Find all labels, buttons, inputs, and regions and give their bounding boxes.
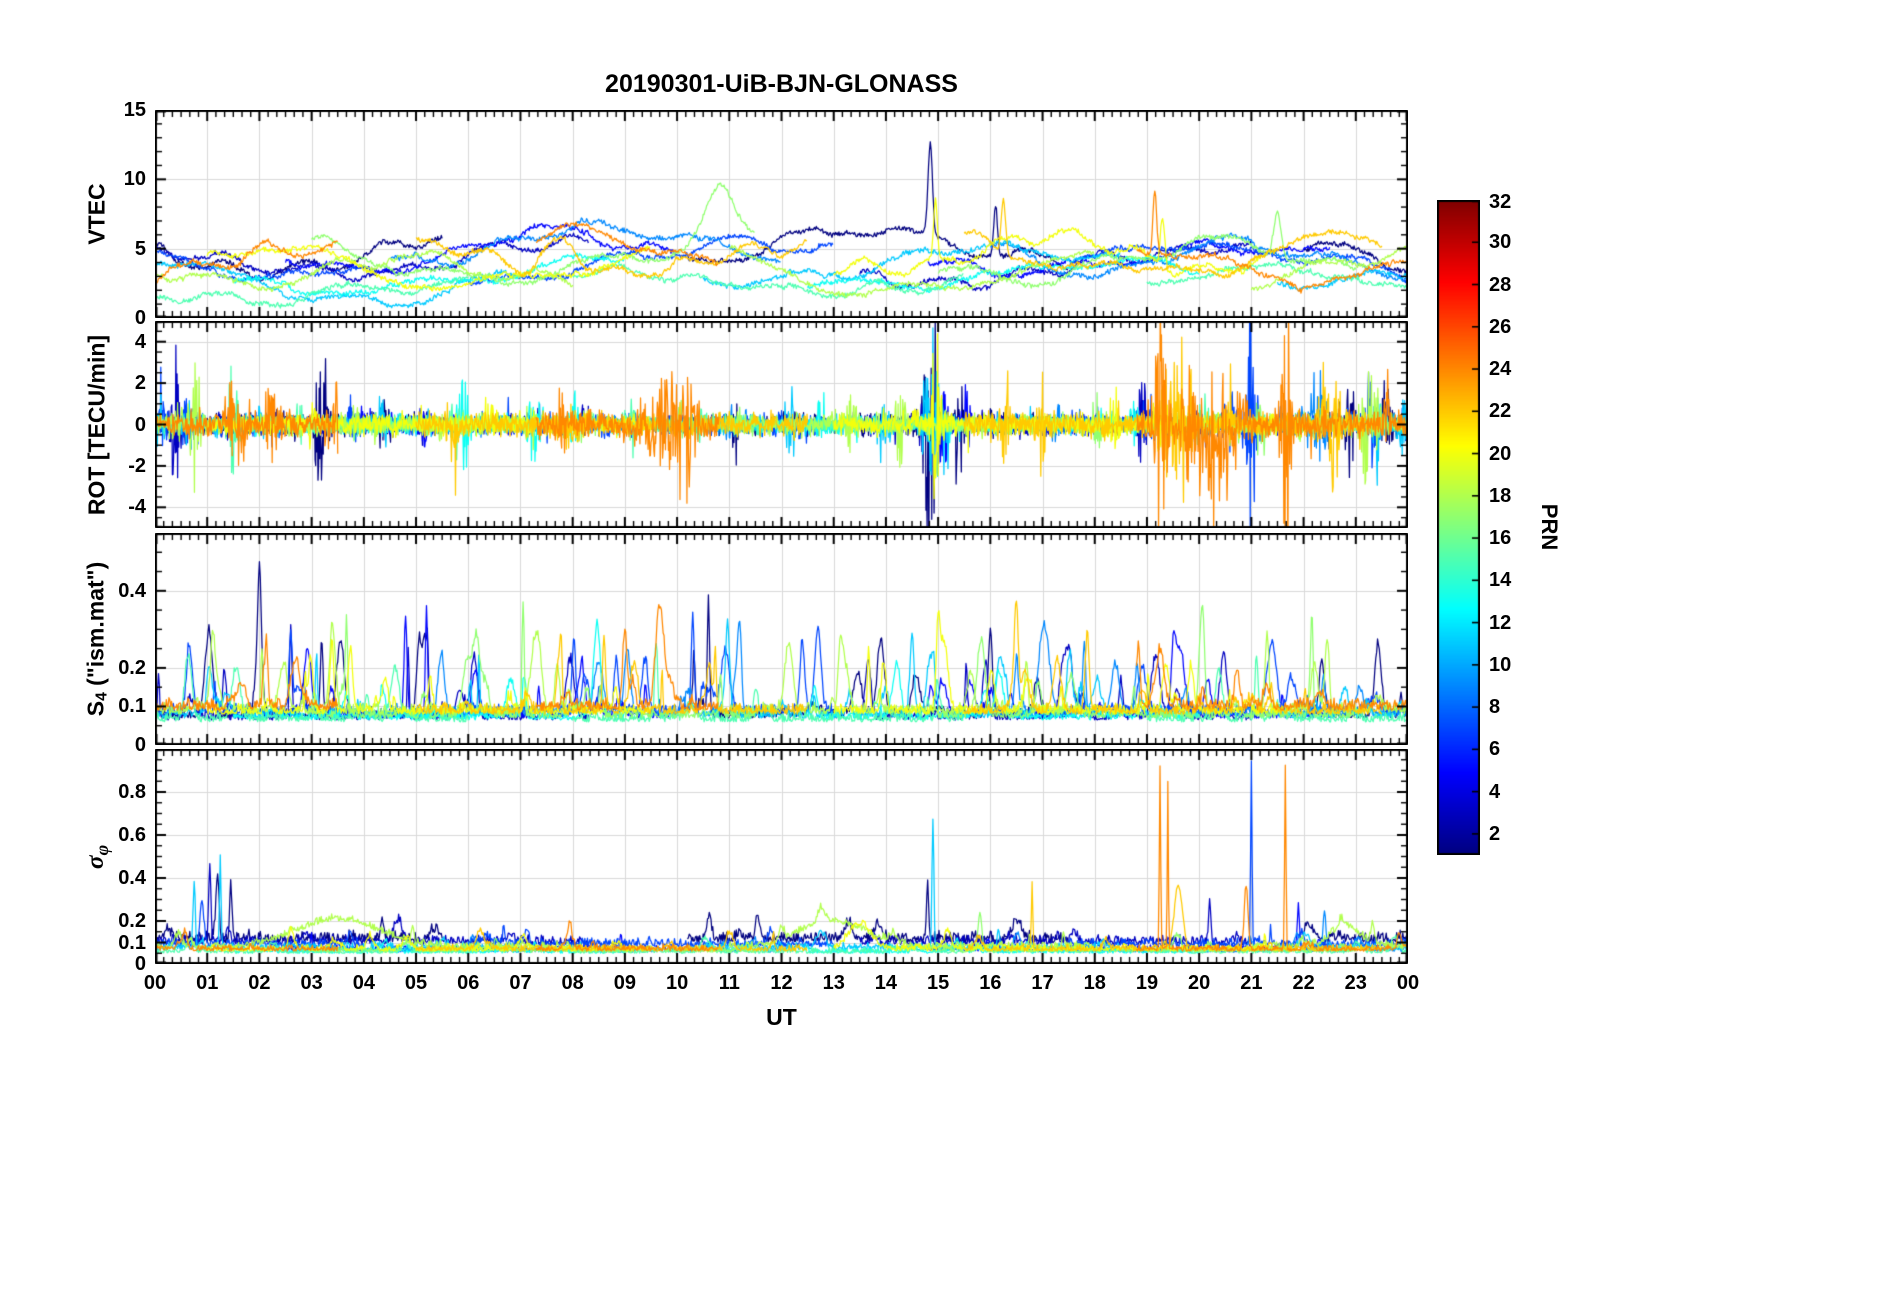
y-tick-label-vtec: 0	[134, 307, 146, 329]
y-tick-label-rot: -4	[128, 496, 146, 519]
colorbar-tick-label: 20	[1489, 442, 1512, 465]
x-tick-label: 06	[457, 972, 480, 994]
colorbar-tick-label: 22	[1489, 400, 1512, 423]
x-tick-label: 18	[1083, 972, 1106, 994]
x-tick-label: 20	[1188, 972, 1211, 994]
x-tick-label: 00	[143, 972, 167, 994]
x-tick-label: 11	[718, 972, 740, 994]
colorbar-tick-label: 14	[1489, 569, 1512, 592]
y-axis-label-segment: S	[82, 700, 109, 717]
y-axis-label-segment: ("ism.mat")	[82, 561, 109, 693]
y-tick-label-rot: -2	[128, 454, 146, 477]
y-axis-label-segment: ROT [TECU/min]	[83, 334, 110, 515]
colorbar-tick-label: 6	[1489, 738, 1501, 761]
y-tick-label-sigma: 0.4	[118, 867, 146, 889]
panel-rot-canvas	[155, 321, 1408, 528]
x-tick-label: 14	[874, 972, 898, 994]
x-tick-label: 15	[927, 972, 950, 994]
y-tick-label-vtec: 10	[123, 168, 146, 191]
y-tick-label-vtec: 15	[123, 99, 146, 121]
y-axis-label-sigma: σφ	[81, 844, 113, 868]
y-tick-label-s4: 0	[134, 734, 146, 756]
x-tick-label: 00	[1396, 972, 1420, 994]
x-tick-label: 04	[352, 972, 375, 994]
chart-title: 20190301-UiB-BJN-GLONASS	[605, 70, 958, 98]
y-tick-label-sigma: 0.2	[118, 910, 146, 932]
y-axis-label-segment: φ	[91, 844, 112, 855]
y-tick-label-sigma: 0.1	[118, 931, 146, 954]
y-tick-label-rot: 2	[134, 372, 146, 395]
x-tick-label: 21	[1240, 972, 1263, 994]
x-tick-label: 23	[1344, 972, 1367, 994]
y-tick-label-sigma: 0.6	[118, 824, 146, 846]
x-tick-label: 10	[665, 972, 689, 994]
colorbar-tick-label: 28	[1489, 273, 1512, 296]
x-tick-label: 16	[979, 972, 1002, 994]
y-axis-label-rot: ROT [TECU/min]	[84, 334, 111, 514]
x-tick-label: 08	[561, 972, 584, 994]
y-axis-label-vtec: VTEC	[84, 183, 111, 244]
x-axis-label: UT	[766, 1004, 797, 1030]
colorbar	[1437, 200, 1480, 855]
y-tick-label-sigma: 0	[134, 953, 146, 975]
colorbar-tick-label: 18	[1489, 484, 1512, 507]
colorbar-tick-label: 26	[1489, 315, 1512, 338]
x-tick-label: 09	[613, 972, 636, 994]
x-tick-label: 02	[248, 972, 271, 994]
colorbar-tick-label: 4	[1489, 780, 1501, 803]
x-tick-label: 13	[822, 972, 845, 994]
x-tick-label: 07	[509, 972, 532, 994]
x-tick-label: 12	[770, 972, 793, 994]
colorbar-tick-label: 32	[1489, 190, 1512, 213]
x-tick-label: 19	[1135, 972, 1159, 994]
y-tick-label-sigma: 0.8	[118, 781, 146, 803]
colorbar-tick-label: 2	[1489, 822, 1501, 845]
y-axis-label-segment: VTEC	[83, 183, 110, 245]
x-tick-label: 17	[1031, 972, 1054, 994]
y-tick-label-s4: 0.2	[118, 656, 146, 679]
y-axis-label-segment: 4	[93, 692, 111, 701]
x-tick-label: 05	[404, 972, 428, 994]
y-tick-label-s4: 0.1	[118, 695, 146, 718]
x-tick-label: 01	[196, 972, 219, 994]
panel-sigma-canvas	[155, 749, 1408, 964]
colorbar-tick-label: 24	[1489, 358, 1512, 381]
colorbar-tick-label: 30	[1489, 231, 1512, 254]
panel-s4-canvas	[155, 533, 1408, 745]
colorbar-tick-label: 12	[1489, 611, 1512, 634]
y-tick-label-vtec: 5	[134, 237, 146, 260]
colorbar-tick-label: 8	[1489, 696, 1501, 719]
y-axis-label-segment: σ	[81, 854, 110, 869]
colorbar-label: PRN	[1537, 503, 1563, 551]
panel-vtec-canvas	[155, 110, 1408, 318]
y-axis-label-s4: S4 ("ism.mat")	[82, 562, 111, 717]
y-tick-label-rot: 0	[134, 413, 146, 436]
x-tick-label: 03	[300, 972, 323, 994]
colorbar-tick-label: 16	[1489, 527, 1512, 550]
x-tick-label: 22	[1292, 972, 1315, 994]
y-tick-label-rot: 4	[134, 330, 146, 353]
y-tick-label-s4: 0.4	[118, 579, 146, 602]
colorbar-tick-label: 10	[1489, 653, 1512, 676]
